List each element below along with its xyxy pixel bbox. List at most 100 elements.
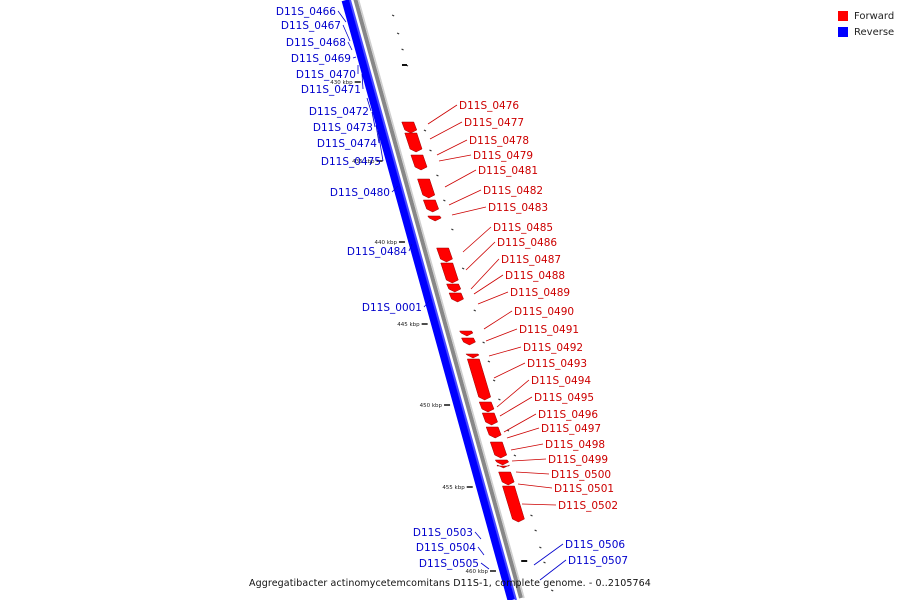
forward-gene-box [401, 121, 418, 134]
forward-gene-box [404, 132, 423, 153]
forward-leader-line [477, 291, 509, 305]
tick-label: 445 kbp [397, 322, 420, 328]
forward-leader-line [517, 483, 553, 489]
forward-gene-box [436, 247, 453, 263]
reverse-leader-line [371, 111, 376, 128]
forward-gene-label: D11S_0477 [464, 117, 524, 129]
forward-gene-label: D11S_0489 [510, 287, 570, 299]
forward-gene-box [502, 485, 525, 523]
forward-gene-label: D11S_0476 [459, 100, 519, 112]
reverse-gene-label: D11S_0475 [321, 156, 381, 168]
feature-dash [482, 341, 485, 344]
forward-leader-line [470, 258, 500, 290]
feature-dash [543, 561, 546, 564]
forward-leader-line [510, 443, 544, 451]
forward-gene-label: D11S_0493 [527, 358, 587, 370]
forward-gene-box [440, 262, 459, 284]
backbone-highlight [357, 0, 525, 599]
reverse-gene-label: D11S_0467 [281, 20, 341, 32]
tick-label: 430 kbp [330, 80, 353, 86]
backbone-track [353, 0, 523, 599]
reverse-leader-line [361, 73, 364, 90]
reverse-gene-label: D11S_0505 [419, 558, 479, 570]
forward-gene-label: D11S_0498 [545, 439, 605, 451]
feature-dash [473, 309, 477, 312]
forward-leader-line [473, 274, 504, 295]
feature-dash [443, 199, 446, 202]
reverse-leader-line [342, 24, 351, 42]
forward-leader-line [436, 139, 468, 156]
forward-gene-box [461, 337, 476, 346]
forward-leader-line [503, 413, 537, 433]
reverse-gene-label: D11S_0468 [286, 37, 346, 49]
forward-leader-line [444, 169, 477, 188]
forward-gene-box [498, 471, 515, 486]
reverse-gene-label: D11S_0504 [416, 542, 476, 554]
tick-label: 435 kbp [352, 159, 375, 165]
forward-gene-label: D11S_0487 [501, 254, 561, 266]
forward-gene-label: D11S_0486 [497, 237, 557, 249]
forward-leader-line [493, 362, 526, 379]
reverse-leader-line [474, 531, 482, 540]
reverse-leader-line [477, 546, 485, 556]
forward-leader-line [429, 121, 463, 140]
tick-label: 450 kbp [420, 403, 443, 409]
feature-dash [530, 514, 533, 517]
reverse-leader-line [337, 10, 347, 23]
legend-item-forward: Forward [838, 8, 894, 24]
forward-leader-line [496, 379, 530, 408]
forward-gene-label: D11S_0479 [473, 150, 533, 162]
forward-gene-box [417, 178, 436, 199]
reverse-gene-label: D11S_0473 [313, 122, 373, 134]
forward-gene-box [496, 464, 511, 469]
reverse-gene-label: D11S_0470 [296, 69, 356, 81]
reverse-leader-line [539, 559, 567, 581]
forward-gene-box [459, 330, 474, 337]
reverse-leader-line [408, 243, 413, 252]
forward-gene-box [481, 412, 498, 426]
reverse-gene-label: D11S_0503 [413, 527, 473, 539]
reverse-gene-label: D11S_0507 [568, 555, 628, 567]
feature-dash [423, 129, 427, 132]
forward-gene-label: D11S_0502 [558, 500, 618, 512]
forward-gene-box [489, 441, 508, 459]
forward-leader-line [485, 328, 518, 342]
feature-dash [451, 228, 454, 231]
forward-gene-label: D11S_0501 [554, 483, 614, 495]
feature-dash [461, 267, 465, 270]
genome-caption: Aggregatibacter actinomycetemcomitans D1… [249, 578, 651, 589]
reverse-swatch-icon [838, 27, 848, 37]
forward-leader-line [521, 503, 557, 506]
feature-dash [534, 529, 537, 532]
reverse-gene-label: D11S_0466 [276, 6, 336, 18]
reverse-leader-line [377, 130, 384, 162]
forward-swatch-icon [838, 11, 848, 21]
feature-dash [487, 360, 491, 363]
forward-gene-box [465, 353, 480, 359]
reverse-gene-label: D11S_0472 [309, 106, 369, 118]
forward-gene-box [410, 154, 428, 171]
forward-leader-line [499, 396, 533, 417]
reverse-strand-shade [349, 0, 517, 600]
forward-gene-label: D11S_0496 [538, 409, 598, 421]
forward-gene-box [427, 215, 442, 222]
reverse-gene-label: D11S_0469 [291, 53, 351, 65]
forward-gene-label: D11S_0485 [493, 222, 553, 234]
forward-gene-label: D11S_0490 [514, 306, 574, 318]
forward-gene-label: D11S_0488 [505, 270, 565, 282]
forward-gene-label: D11S_0492 [523, 342, 583, 354]
forward-gene-label: D11S_0491 [519, 324, 579, 336]
reverse-leader-line [352, 56, 357, 59]
forward-gene-label: D11S_0494 [531, 375, 591, 387]
forward-gene-label: D11S_0483 [488, 202, 548, 214]
feature-dash [492, 379, 496, 382]
reverse-leader-line [480, 562, 490, 570]
legend: Forward Reverse [838, 8, 894, 40]
forward-gene-label: D11S_0478 [469, 135, 529, 147]
feature-dash [436, 174, 439, 177]
reverse-leader-line [423, 299, 431, 308]
tick-label: 440 kbp [375, 240, 398, 246]
forward-gene-box [485, 426, 502, 439]
feature-dash [498, 398, 501, 401]
